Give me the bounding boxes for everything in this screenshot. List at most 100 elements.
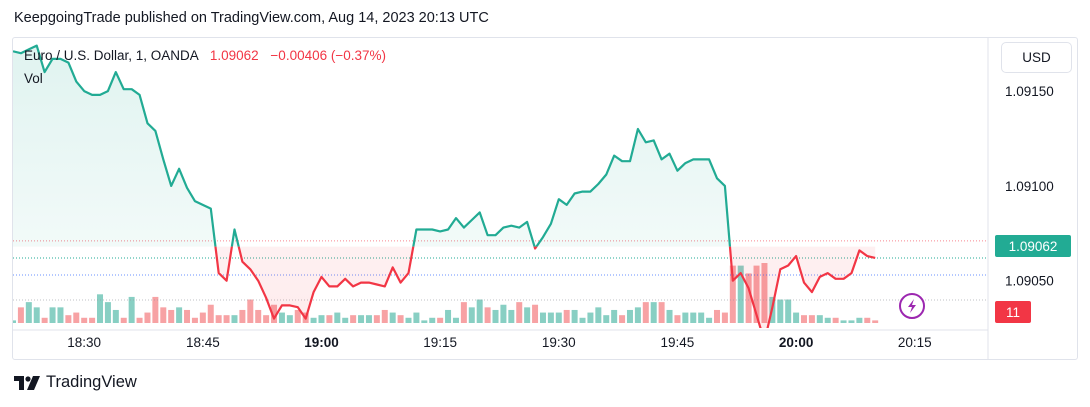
volume-bar bbox=[373, 315, 380, 323]
volume-bar bbox=[713, 309, 720, 323]
volume-bar bbox=[184, 309, 191, 323]
time-tick-label: 18:45 bbox=[186, 335, 220, 350]
volume-bar bbox=[223, 315, 230, 323]
volume-bar bbox=[97, 294, 104, 323]
volume-bar bbox=[840, 320, 847, 323]
time-tick-label: 19:15 bbox=[423, 335, 457, 350]
volume-bar bbox=[207, 304, 214, 323]
volume-bar bbox=[13, 320, 16, 323]
volume-bar bbox=[318, 315, 325, 323]
volume-bar bbox=[801, 315, 807, 323]
volume-bar bbox=[674, 315, 681, 323]
volume-bar bbox=[437, 317, 444, 323]
tradingview-logo[interactable]: TradingView bbox=[14, 373, 137, 392]
currency-button[interactable]: USD bbox=[1001, 42, 1072, 73]
volume-bar bbox=[176, 307, 183, 323]
volume-bar bbox=[737, 265, 744, 323]
volume-bar bbox=[326, 315, 333, 323]
volume-bar bbox=[168, 309, 175, 323]
volume-bar bbox=[808, 315, 815, 323]
volume-bar bbox=[263, 315, 270, 323]
volume-bar bbox=[468, 307, 475, 323]
volume-bar bbox=[334, 312, 341, 323]
volume-bar bbox=[239, 309, 246, 323]
time-tick-label: 20:15 bbox=[898, 335, 932, 350]
symbol-name[interactable]: Euro / U.S. Dollar, 1, OANDA bbox=[24, 48, 199, 63]
volume-bar bbox=[286, 315, 293, 323]
volume-bar bbox=[120, 317, 127, 323]
price-line-below bbox=[214, 246, 876, 328]
time-tick-label: 19:30 bbox=[542, 335, 576, 350]
brand-name: TradingView bbox=[46, 373, 137, 391]
volume-bar bbox=[381, 309, 388, 323]
volume-bar bbox=[524, 307, 531, 323]
time-tick-label: 20:00 bbox=[779, 335, 814, 350]
price-tick-label: 1.09100 bbox=[1005, 179, 1054, 194]
volume-bar bbox=[112, 309, 119, 323]
volume-bar bbox=[658, 302, 665, 323]
volume-bar bbox=[579, 317, 586, 323]
volume-bar bbox=[666, 309, 673, 323]
volume-bar bbox=[555, 312, 562, 323]
last-price: 1.09062 bbox=[209, 48, 259, 63]
volume-bar bbox=[682, 312, 689, 323]
volume-bar bbox=[397, 315, 404, 323]
volume-bar bbox=[57, 307, 64, 323]
volume-bar bbox=[793, 312, 800, 323]
volume-bar bbox=[413, 312, 420, 323]
volume-bar bbox=[563, 309, 570, 323]
volume-bar bbox=[445, 309, 452, 323]
volume-bar bbox=[816, 315, 823, 323]
volume-bar bbox=[706, 317, 713, 323]
volume-bar bbox=[698, 312, 705, 323]
volume-bar bbox=[25, 302, 32, 323]
price-change: −0.00406 (−0.37%) bbox=[270, 48, 387, 63]
volume-bar bbox=[785, 299, 792, 323]
volume-bar bbox=[516, 302, 523, 323]
volume-bar bbox=[650, 302, 657, 323]
publish-info: KeepgoingTrade published on TradingView.… bbox=[14, 10, 489, 26]
volume-bar bbox=[405, 317, 412, 323]
volume-bar bbox=[539, 312, 546, 323]
volume-bar bbox=[476, 299, 483, 323]
volume-bar bbox=[729, 265, 736, 323]
volume-bar bbox=[160, 307, 167, 323]
volume-bar bbox=[278, 312, 285, 323]
last-price-tag: 1.09062 bbox=[995, 235, 1071, 257]
volume-bar bbox=[350, 315, 357, 323]
volume-bar bbox=[587, 312, 594, 323]
volume-bar bbox=[152, 296, 159, 323]
volume-bar bbox=[255, 309, 262, 323]
volume-bars bbox=[13, 263, 879, 323]
volume-bar bbox=[342, 317, 349, 323]
volume-bar bbox=[452, 317, 459, 323]
volume-bar bbox=[508, 309, 515, 323]
volume-bar bbox=[215, 315, 222, 323]
last-price-value: 1.09062 bbox=[1009, 239, 1058, 254]
lightning-icon[interactable] bbox=[899, 293, 925, 319]
volume-bar bbox=[864, 317, 871, 323]
volume-bar bbox=[358, 315, 365, 323]
volume-bar bbox=[856, 317, 863, 323]
volume-bar bbox=[611, 309, 618, 323]
volume-bar bbox=[824, 317, 831, 323]
volume-bar bbox=[247, 299, 254, 323]
volume-bar bbox=[777, 299, 784, 323]
price-tick-label: 1.09150 bbox=[1005, 84, 1054, 99]
volume-bar bbox=[104, 302, 111, 323]
price-line-above bbox=[13, 44, 732, 247]
volume-bar bbox=[310, 317, 317, 323]
price-tick-label: 1.09050 bbox=[1005, 274, 1054, 289]
volume-bar bbox=[199, 312, 206, 323]
volume-bar bbox=[191, 317, 198, 323]
volume-bar bbox=[128, 296, 135, 323]
volume-tag: 11 bbox=[995, 301, 1031, 323]
volume-bar bbox=[484, 307, 491, 323]
volume-bar bbox=[89, 317, 96, 323]
volume-bar bbox=[33, 307, 40, 323]
volume-bar bbox=[626, 309, 633, 323]
volume-bar bbox=[690, 312, 697, 323]
area-fill-above bbox=[13, 45, 730, 247]
volume-legend[interactable]: Vol bbox=[24, 71, 43, 86]
